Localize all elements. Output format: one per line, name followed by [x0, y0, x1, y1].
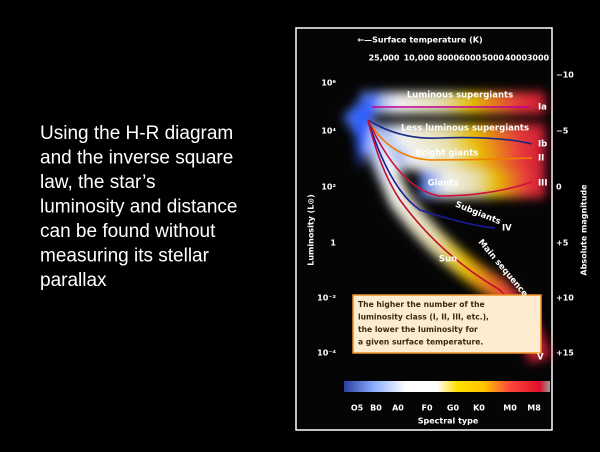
luminosity-tick: 10⁶	[321, 79, 336, 88]
magnitude-tick: +5	[556, 239, 569, 248]
top-axis-title: ←—Surface temperature (K)	[357, 36, 482, 45]
spectral-type: B0	[370, 404, 382, 413]
temperature-label: 8000	[437, 54, 460, 63]
body-line: measuring its stellar	[40, 246, 210, 267]
slide: Using the H-R diagram and the inverse squ…	[0, 0, 600, 452]
page: {"slide": {"body_lines": ["Using the H-R…	[0, 0, 600, 452]
luminosity-tick: 10⁻⁴	[317, 349, 336, 358]
class-label: III	[538, 179, 548, 189]
temperature-label: 5000	[482, 54, 505, 63]
temperature-label: 10,000	[404, 54, 435, 63]
region-label: Luminous supergiants	[407, 91, 513, 101]
right-axis-title: Absolute magnitude	[580, 184, 589, 276]
luminosity-tick: 10⁴	[321, 127, 336, 136]
left-axis-title: Luminosity (L⊙)	[307, 194, 316, 266]
magnitude-tick: 0	[556, 183, 562, 192]
magnitude-tick: +15	[556, 349, 574, 358]
spectral-type: K0	[473, 404, 485, 413]
class-label: Ia	[538, 103, 547, 113]
temperature-label: 3000	[527, 54, 550, 63]
region-label: Giants	[428, 179, 459, 189]
note-line: a given surface temperature.	[358, 338, 483, 347]
note-line: luminosity class (I, II, III, etc.),	[358, 313, 489, 322]
note-line: the lower the luminosity for	[358, 325, 478, 334]
magnitude-tick: −10	[556, 71, 574, 80]
class-label: V	[537, 353, 544, 363]
body-line: can be found without	[40, 221, 216, 242]
region-label: Bright giants	[416, 149, 479, 159]
spectral-bar	[344, 381, 550, 392]
temperature-label: 4000	[505, 54, 528, 63]
spectral-type: M0	[503, 404, 517, 413]
luminosity-tick: 10²	[321, 183, 336, 192]
body-line: parallax	[40, 270, 107, 291]
magnitude-tick: −5	[556, 127, 569, 136]
bottom-axis-title: Spectral type	[418, 417, 479, 426]
body: Using the H-R diagram and the inverse squ…	[0, 0, 600, 452]
spectral-type: O5	[351, 404, 364, 413]
spectral-type: A0	[392, 404, 404, 413]
spectral-type: G0	[447, 404, 460, 413]
region-label: Sun	[439, 255, 457, 265]
class-label: Ib	[538, 140, 547, 150]
class-label: II	[538, 154, 544, 164]
magnitude-tick: +10	[556, 294, 574, 303]
note-line: The higher the number of the	[358, 300, 485, 309]
body-line: luminosity and distance	[40, 197, 238, 218]
region-label: Less luminous supergiants	[401, 124, 529, 134]
body-text: Using the H-R diagram and the inverse squ…	[40, 123, 238, 291]
luminosity-tick: 10⁻²	[317, 294, 336, 303]
body-line: Using the H-R diagram	[40, 123, 233, 144]
temperature-label: 6000	[459, 54, 482, 63]
class-label: IV	[502, 224, 512, 234]
spectral-type: M8	[527, 404, 541, 413]
luminosity-tick: 1	[330, 239, 336, 248]
body-line: law, the star’s	[40, 172, 155, 193]
temperature-label: 25,000	[369, 54, 400, 63]
body-line: and the inverse square	[40, 148, 233, 169]
spectral-type: F0	[421, 404, 432, 413]
